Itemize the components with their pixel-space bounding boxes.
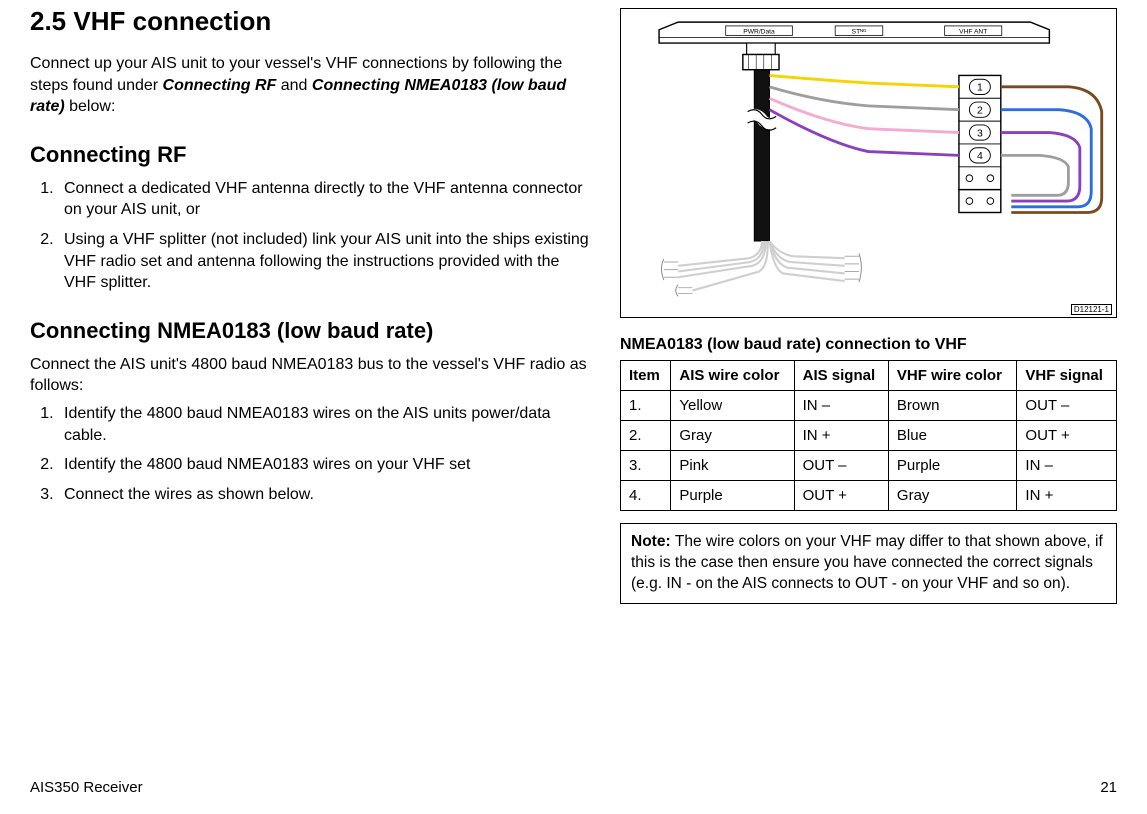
nmea-heading: Connecting NMEA0183 (low baud rate) — [30, 318, 590, 344]
svg-text:3: 3 — [977, 128, 983, 139]
ais-wire-3 — [770, 98, 959, 132]
nmea-intro: Connect the AIS unit's 4800 baud NMEA018… — [30, 354, 590, 397]
vhf-wire-1 — [1001, 87, 1102, 213]
rf-heading: Connecting RF — [30, 142, 590, 168]
note-label: Note: — [631, 533, 675, 550]
list-item: Connect a dedicated VHF antenna directly… — [58, 178, 590, 221]
page-footer: AIS350 Receiver 21 — [30, 779, 1117, 796]
list-item: Connect the wires as shown below. — [58, 484, 590, 506]
list-item: Identify the 4800 baud NMEA0183 wires on… — [58, 454, 590, 476]
port-left-label: PWR/Data — [743, 29, 775, 36]
note-box: Note: The wire colors on your VHF may di… — [620, 523, 1117, 604]
col-ais-signal: AIS signal — [794, 361, 888, 391]
col-vhf-signal: VHF signal — [1017, 361, 1117, 391]
nmea-steps: Identify the 4800 baud NMEA0183 wires on… — [30, 403, 590, 505]
section-intro: Connect up your AIS unit to your vessel'… — [30, 53, 590, 118]
rf-steps: Connect a dedicated VHF antenna directly… — [30, 178, 590, 294]
table-body: 1.YellowIN –BrownOUT – 2.GrayIN +BlueOUT… — [621, 391, 1117, 511]
spare-wires — [678, 241, 845, 290]
col-item: Item — [621, 361, 671, 391]
connection-table: Item AIS wire color AIS signal VHF wire … — [620, 360, 1117, 511]
port-center-label: STᴺᴳ — [852, 29, 867, 36]
col-ais-color: AIS wire color — [671, 361, 794, 391]
table-title: NMEA0183 (low baud rate) connection to V… — [620, 336, 1117, 354]
note-text: The wire colors on your VHF may differ t… — [631, 533, 1103, 592]
list-item: Identify the 4800 baud NMEA0183 wires on… — [58, 403, 590, 446]
list-item: Using a VHF splitter (not included) link… — [58, 229, 590, 294]
left-column: 2.5 VHF connection Connect up your AIS u… — [30, 0, 590, 604]
ais-wire-1 — [770, 75, 959, 86]
vhf-wire-4 — [1001, 155, 1069, 195]
right-column: PWR/Data STᴺᴳ VHF ANT — [620, 0, 1117, 604]
footer-page-number: 21 — [1100, 779, 1117, 796]
table-row: 4.PurpleOUT +GrayIN + — [621, 481, 1117, 511]
table-row: 2.GrayIN +BlueOUT + — [621, 421, 1117, 451]
junction-block: 1 2 3 4 — [959, 75, 1001, 212]
svg-text:4: 4 — [977, 151, 983, 162]
section-heading: 2.5 VHF connection — [30, 6, 590, 37]
footer-left: AIS350 Receiver — [30, 779, 143, 796]
svg-text:2: 2 — [977, 105, 983, 116]
port-right-label: VHF ANT — [959, 29, 987, 36]
svg-text:1: 1 — [977, 83, 983, 94]
diagram-code: D12121-1 — [1071, 304, 1112, 315]
wiring-diagram: PWR/Data STᴺᴳ VHF ANT — [620, 8, 1117, 318]
table-row: 1.YellowIN –BrownOUT – — [621, 391, 1117, 421]
table-row: 3.PinkOUT –PurpleIN – — [621, 451, 1117, 481]
ais-wire-2 — [770, 87, 959, 110]
diagram-svg: PWR/Data STᴺᴳ VHF ANT — [621, 9, 1116, 317]
col-vhf-color: VHF wire color — [888, 361, 1017, 391]
